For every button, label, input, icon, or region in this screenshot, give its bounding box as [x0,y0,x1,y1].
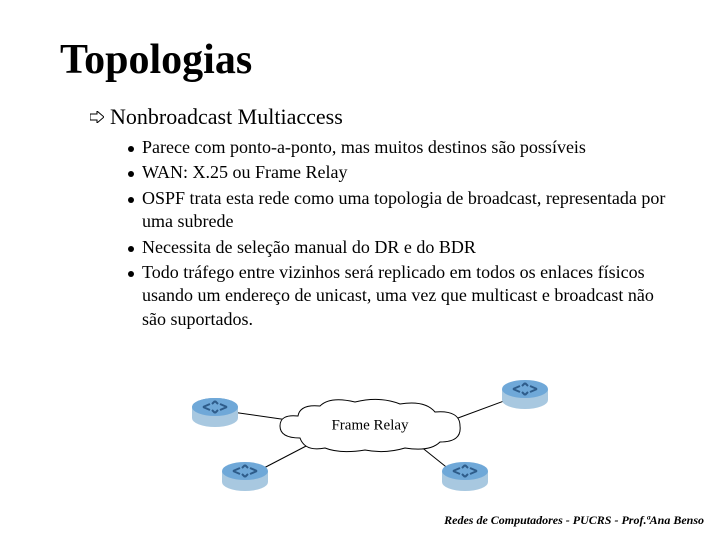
router-icon [190,396,240,428]
list-item: Todo tráfego entre vizinhos será replica… [128,261,668,331]
router-icon [220,460,270,492]
router-icon [440,460,490,492]
bullet-text: OSPF trata esta rede como uma topologia … [142,187,668,234]
list-item: Parece com ponto-a-ponto, mas muitos des… [128,136,668,159]
list-item: OSPF trata esta rede como uma topologia … [128,187,668,234]
arrow-bullet-icon [90,111,104,123]
dot-icon [128,246,134,252]
bullet-list: Parece com ponto-a-ponto, mas muitos des… [128,136,668,333]
list-item: WAN: X.25 ou Frame Relay [128,161,668,184]
dot-icon [128,197,134,203]
bullet-text: Todo tráfego entre vizinhos será replica… [142,261,668,331]
frame-relay-cloud: Frame Relay [270,398,470,454]
list-item: Necessita de seleção manual do DR e do B… [128,236,668,259]
subtitle-row: Nonbroadcast Multiaccess [90,104,343,130]
cloud-label: Frame Relay [331,418,408,435]
subtitle-text: Nonbroadcast Multiaccess [110,104,343,130]
slide-title: Topologias [60,36,252,84]
dot-icon [128,146,134,152]
footer-text: Redes de Computadores - PUCRS - Prof.ªAn… [444,513,704,528]
dot-icon [128,271,134,277]
bullet-text: WAN: X.25 ou Frame Relay [142,161,347,184]
bullet-text: Parece com ponto-a-ponto, mas muitos des… [142,136,586,159]
bullet-text: Necessita de seleção manual do DR e do B… [142,236,476,259]
router-icon [500,378,550,410]
network-diagram: Frame Relay [170,378,570,508]
dot-icon [128,171,134,177]
